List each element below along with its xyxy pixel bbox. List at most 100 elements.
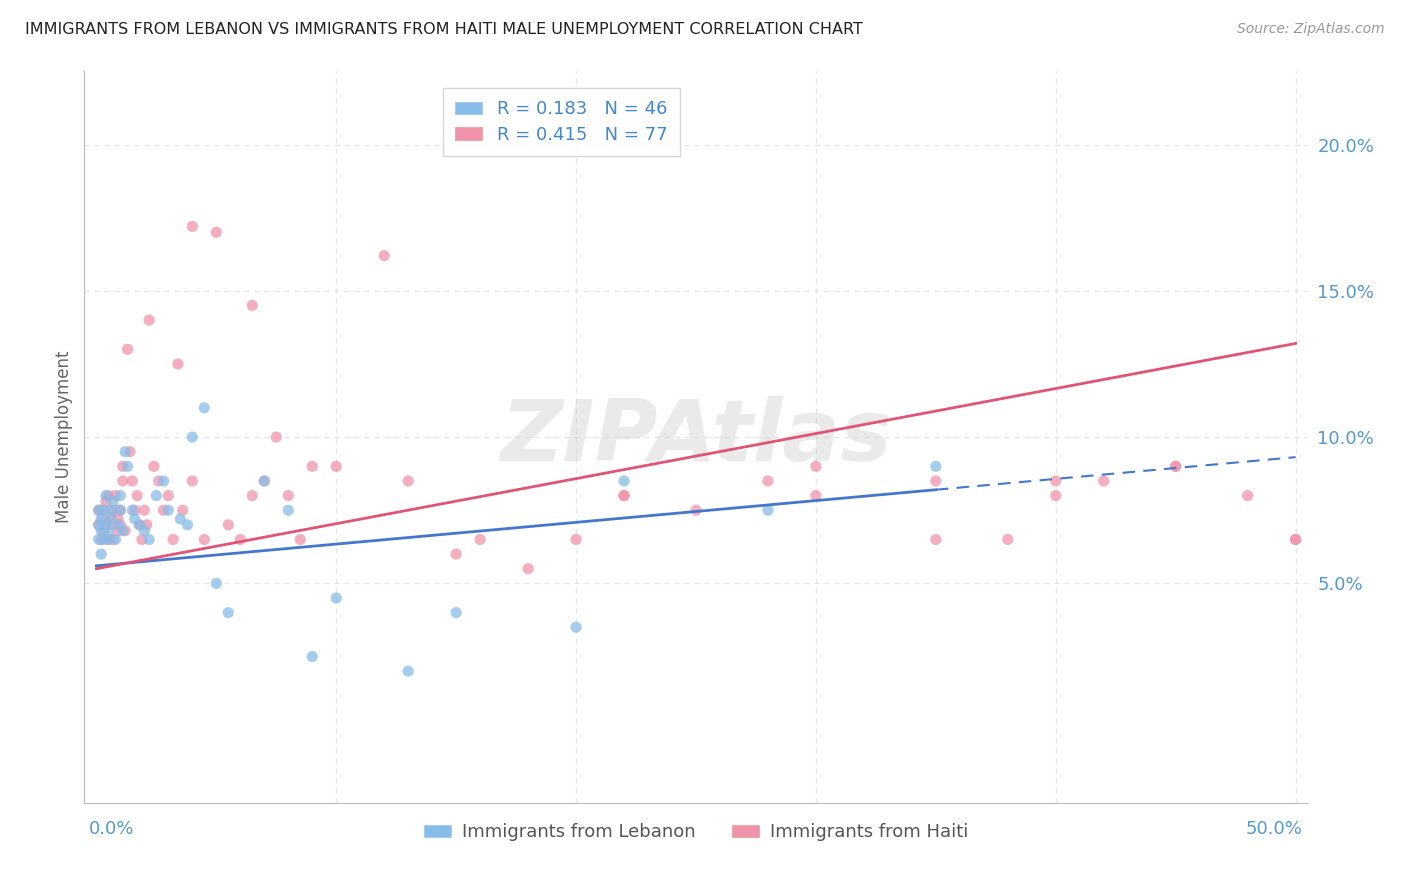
Point bbox=[87, 503, 110, 517]
Point bbox=[277, 489, 299, 503]
Point bbox=[128, 517, 150, 532]
Point bbox=[172, 503, 194, 517]
Point bbox=[613, 489, 636, 503]
Point bbox=[142, 459, 165, 474]
Point bbox=[97, 524, 120, 538]
Point bbox=[1284, 533, 1306, 547]
Point bbox=[87, 533, 110, 547]
Point bbox=[613, 474, 636, 488]
Point bbox=[118, 444, 141, 458]
Point bbox=[1164, 459, 1187, 474]
Text: ZIPAtlas: ZIPAtlas bbox=[501, 395, 891, 479]
Point bbox=[97, 533, 120, 547]
Point bbox=[135, 517, 157, 532]
Point bbox=[145, 489, 167, 503]
Text: 0.0%: 0.0% bbox=[89, 821, 135, 838]
Point bbox=[90, 524, 112, 538]
Point bbox=[193, 533, 215, 547]
Point bbox=[240, 298, 263, 312]
Point bbox=[104, 489, 127, 503]
Point bbox=[100, 503, 122, 517]
Point bbox=[193, 401, 215, 415]
Point bbox=[181, 430, 204, 444]
Point bbox=[167, 357, 190, 371]
Point bbox=[152, 503, 174, 517]
Point bbox=[157, 503, 180, 517]
Point bbox=[925, 533, 948, 547]
Point bbox=[325, 459, 347, 474]
Point bbox=[93, 512, 115, 526]
Point bbox=[517, 562, 540, 576]
Point bbox=[100, 512, 122, 526]
Point bbox=[93, 524, 115, 538]
Point bbox=[1045, 489, 1067, 503]
Point bbox=[264, 430, 287, 444]
Text: Source: ZipAtlas.com: Source: ZipAtlas.com bbox=[1237, 22, 1385, 37]
Point bbox=[107, 524, 129, 538]
Point bbox=[128, 517, 150, 532]
Point bbox=[107, 517, 129, 532]
Point bbox=[613, 489, 636, 503]
Point bbox=[756, 503, 779, 517]
Point bbox=[117, 343, 139, 357]
Point bbox=[111, 459, 134, 474]
Point bbox=[110, 503, 132, 517]
Point bbox=[110, 503, 132, 517]
Point bbox=[94, 489, 117, 503]
Point bbox=[565, 533, 588, 547]
Point bbox=[97, 533, 120, 547]
Point bbox=[94, 494, 117, 508]
Point bbox=[685, 503, 707, 517]
Point bbox=[87, 517, 110, 532]
Point bbox=[110, 489, 132, 503]
Point bbox=[124, 503, 146, 517]
Point bbox=[87, 503, 110, 517]
Point bbox=[101, 533, 124, 547]
Point bbox=[1236, 489, 1258, 503]
Point bbox=[93, 533, 115, 547]
Point bbox=[205, 225, 228, 239]
Point bbox=[997, 533, 1019, 547]
Point bbox=[138, 313, 160, 327]
Point bbox=[111, 474, 134, 488]
Point bbox=[114, 524, 136, 538]
Point bbox=[134, 524, 156, 538]
Point bbox=[162, 533, 184, 547]
Point bbox=[111, 524, 134, 538]
Point bbox=[114, 444, 136, 458]
Point bbox=[253, 474, 276, 488]
Point bbox=[127, 489, 149, 503]
Point bbox=[100, 512, 122, 526]
Point bbox=[229, 533, 252, 547]
Point bbox=[1164, 459, 1187, 474]
Point bbox=[110, 517, 132, 532]
Point bbox=[94, 517, 117, 532]
Point bbox=[157, 489, 180, 503]
Point bbox=[396, 664, 419, 678]
Point bbox=[101, 494, 124, 508]
Point bbox=[90, 547, 112, 561]
Point bbox=[1284, 533, 1306, 547]
Point bbox=[804, 489, 827, 503]
Point bbox=[253, 474, 276, 488]
Point bbox=[396, 474, 419, 488]
Point bbox=[138, 533, 160, 547]
Point bbox=[181, 219, 204, 234]
Point bbox=[217, 517, 239, 532]
Point bbox=[90, 503, 112, 517]
Point bbox=[107, 512, 129, 526]
Point bbox=[90, 512, 112, 526]
Point bbox=[301, 459, 323, 474]
Point bbox=[93, 503, 115, 517]
Point bbox=[277, 503, 299, 517]
Point bbox=[152, 474, 174, 488]
Point bbox=[97, 489, 120, 503]
Point bbox=[100, 503, 122, 517]
Point bbox=[124, 512, 146, 526]
Point bbox=[217, 606, 239, 620]
Point bbox=[169, 512, 191, 526]
Legend: Immigrants from Lebanon, Immigrants from Haiti: Immigrants from Lebanon, Immigrants from… bbox=[416, 816, 976, 848]
Point bbox=[444, 547, 467, 561]
Point bbox=[90, 533, 112, 547]
Point bbox=[290, 533, 312, 547]
